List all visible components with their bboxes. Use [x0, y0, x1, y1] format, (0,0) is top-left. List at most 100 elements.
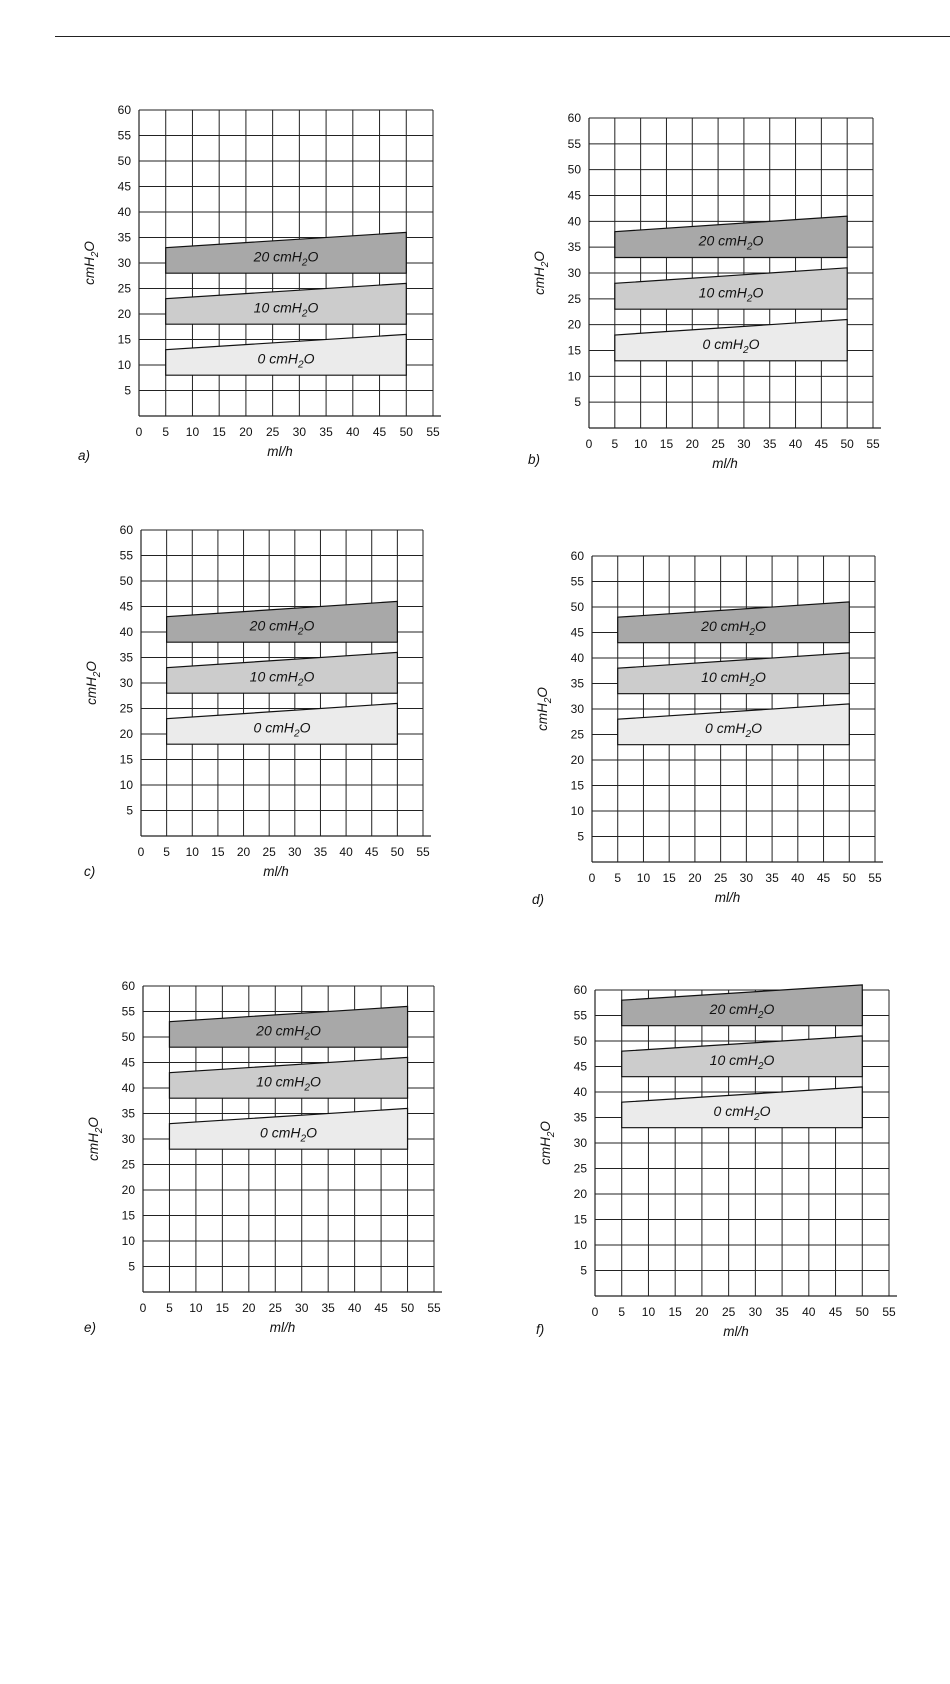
x-tick-label: 55	[416, 845, 430, 859]
y-tick-label: 60	[122, 979, 136, 993]
x-tick-label: 35	[314, 845, 328, 859]
y-tick-label: 5	[126, 804, 133, 818]
band-0-cmH2O	[621, 1086, 863, 1129]
y-tick-label: 35	[574, 1111, 588, 1125]
y-tick-label: 35	[571, 677, 585, 691]
x-tick-label: 25	[722, 1305, 736, 1319]
y-tick-label: 20	[120, 727, 134, 741]
x-tick-label: 35	[763, 437, 777, 451]
band-20-cmH2O	[621, 984, 863, 1027]
x-tick-label: 40	[339, 845, 353, 859]
x-tick-label: 15	[663, 871, 677, 885]
y-tick-label: 30	[574, 1136, 588, 1150]
y-tick-label: 50	[118, 154, 132, 168]
x-tick-label: 0	[586, 437, 593, 451]
y-tick-label: 25	[122, 1158, 136, 1172]
y-tick-label: 5	[580, 1264, 587, 1278]
y-tick-label: 45	[120, 600, 134, 614]
panel-label: f)	[536, 1322, 544, 1337]
panel-label: a)	[78, 448, 90, 463]
y-tick-label: 10	[122, 1234, 136, 1248]
x-tick-label: 35	[775, 1305, 789, 1319]
x-tick-label: 45	[829, 1305, 843, 1319]
y-tick-label: 15	[574, 1213, 588, 1227]
x-tick-label: 50	[401, 1301, 415, 1315]
y-tick-label: 10	[574, 1238, 588, 1252]
y-tick-label: 60	[118, 103, 132, 117]
band-0-cmH2O	[165, 333, 407, 376]
y-tick-label: 60	[571, 549, 585, 563]
x-axis-title: ml/h	[712, 456, 738, 471]
y-tick-label: 15	[122, 1209, 136, 1223]
band-0-cmH2O	[166, 702, 398, 745]
y-tick-label: 50	[574, 1034, 588, 1048]
x-tick-label: 45	[374, 1301, 388, 1315]
y-axis-title: cmH2O	[532, 251, 551, 295]
x-tick-label: 45	[373, 425, 387, 439]
band-20-cmH2O	[168, 1005, 409, 1048]
y-tick-label: 55	[122, 1005, 136, 1019]
y-tick-label: 45	[568, 189, 582, 203]
y-axis-title: cmH2O	[86, 1117, 105, 1161]
y-tick-label: 20	[122, 1183, 136, 1197]
band-10-cmH2O	[165, 282, 407, 325]
y-tick-label: 10	[568, 369, 582, 383]
y-tick-label: 55	[568, 137, 582, 151]
x-tick-label: 15	[213, 425, 227, 439]
x-tick-label: 40	[789, 437, 803, 451]
y-tick-label: 50	[568, 163, 582, 177]
panel-label: b)	[528, 452, 540, 467]
y-tick-label: 50	[571, 600, 585, 614]
x-tick-label: 50	[843, 871, 857, 885]
y-tick-label: 30	[568, 266, 582, 280]
y-tick-label: 55	[118, 129, 132, 143]
x-tick-label: 20	[686, 437, 700, 451]
y-tick-label: 25	[120, 702, 134, 716]
y-tick-label: 60	[574, 983, 588, 997]
x-tick-label: 15	[216, 1301, 230, 1315]
band-0-cmH2O	[614, 318, 848, 362]
y-tick-label: 55	[120, 549, 134, 563]
x-tick-label: 5	[611, 437, 618, 451]
x-tick-label: 25	[711, 437, 725, 451]
y-tick-label: 25	[118, 282, 132, 296]
x-tick-label: 15	[211, 845, 225, 859]
band-10-cmH2O	[614, 267, 848, 310]
y-tick-label: 50	[122, 1030, 136, 1044]
y-tick-label: 10	[571, 804, 585, 818]
y-tick-label: 5	[574, 395, 581, 409]
x-tick-label: 0	[589, 871, 596, 885]
y-tick-label: 15	[568, 344, 582, 358]
y-axis-title: cmH2O	[84, 661, 103, 705]
y-tick-label: 45	[118, 180, 132, 194]
y-tick-label: 40	[118, 205, 132, 219]
x-tick-label: 10	[186, 425, 200, 439]
x-axis-title: ml/h	[267, 444, 293, 459]
x-tick-label: 10	[642, 1305, 656, 1319]
x-tick-label: 5	[614, 871, 621, 885]
x-tick-label: 10	[189, 1301, 203, 1315]
band-10-cmH2O	[168, 1056, 409, 1099]
x-tick-label: 55	[866, 437, 880, 451]
band-10-cmH2O	[166, 651, 398, 694]
y-tick-label: 20	[118, 307, 132, 321]
y-tick-label: 5	[124, 384, 131, 398]
y-tick-label: 25	[568, 292, 582, 306]
x-tick-label: 40	[791, 871, 805, 885]
x-tick-label: 25	[714, 871, 728, 885]
y-tick-label: 35	[568, 240, 582, 254]
y-tick-label: 40	[568, 214, 582, 228]
x-tick-label: 45	[817, 871, 831, 885]
x-tick-label: 20	[688, 871, 702, 885]
y-tick-label: 40	[574, 1085, 588, 1099]
x-tick-label: 30	[288, 845, 302, 859]
x-tick-label: 0	[136, 425, 143, 439]
x-tick-label: 10	[634, 437, 648, 451]
x-tick-label: 20	[237, 845, 251, 859]
panel-label: d)	[532, 892, 544, 907]
x-tick-label: 50	[391, 845, 405, 859]
x-tick-label: 55	[426, 425, 440, 439]
